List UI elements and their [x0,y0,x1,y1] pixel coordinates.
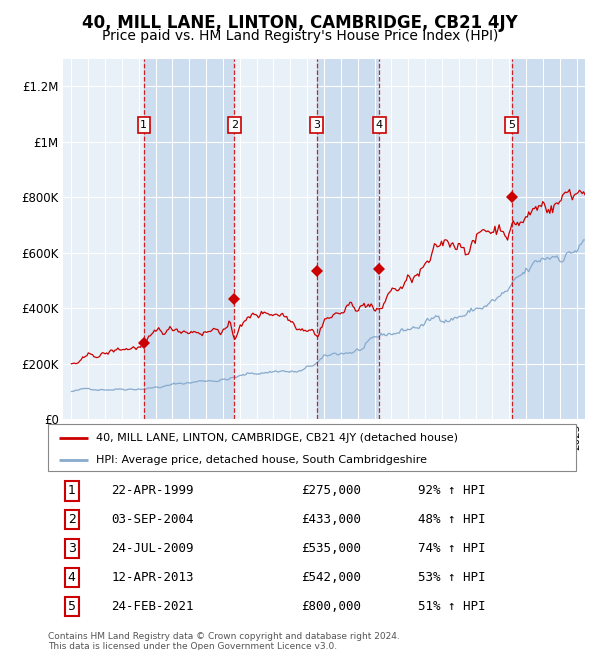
Text: 5: 5 [68,600,76,613]
Text: 4: 4 [68,571,76,584]
Text: 22-APR-1999: 22-APR-1999 [112,484,194,497]
Text: 92% ↑ HPI: 92% ↑ HPI [418,484,485,497]
FancyBboxPatch shape [48,424,576,471]
Text: 3: 3 [313,120,320,130]
Text: £800,000: £800,000 [301,600,361,613]
Text: 1: 1 [140,120,148,130]
Bar [63,58,144,419]
Text: 3: 3 [68,542,76,555]
Text: 5: 5 [508,120,515,130]
Bar [144,58,234,419]
Text: £433,000: £433,000 [301,514,361,526]
Bar [317,58,379,419]
Text: 40, MILL LANE, LINTON, CAMBRIDGE, CB21 4JY (detached house): 40, MILL LANE, LINTON, CAMBRIDGE, CB21 4… [95,432,458,443]
Text: 40, MILL LANE, LINTON, CAMBRIDGE, CB21 4JY: 40, MILL LANE, LINTON, CAMBRIDGE, CB21 4… [82,14,518,32]
Text: £535,000: £535,000 [301,542,361,555]
Text: Contains HM Land Registry data © Crown copyright and database right 2024.: Contains HM Land Registry data © Crown c… [48,632,400,641]
Bar [379,58,512,419]
Bar [234,58,317,419]
Text: Price paid vs. HM Land Registry's House Price Index (HPI): Price paid vs. HM Land Registry's House … [102,29,498,43]
Text: This data is licensed under the Open Government Licence v3.0.: This data is licensed under the Open Gov… [48,642,337,650]
Text: 24-JUL-2009: 24-JUL-2009 [112,542,194,555]
Text: 4: 4 [376,120,383,130]
Text: 2: 2 [68,514,76,526]
Bar [512,58,585,419]
Text: 03-SEP-2004: 03-SEP-2004 [112,514,194,526]
Text: 51% ↑ HPI: 51% ↑ HPI [418,600,485,613]
Text: 24-FEB-2021: 24-FEB-2021 [112,600,194,613]
Text: £542,000: £542,000 [301,571,361,584]
Text: 12-APR-2013: 12-APR-2013 [112,571,194,584]
Text: 74% ↑ HPI: 74% ↑ HPI [418,542,485,555]
Text: 53% ↑ HPI: 53% ↑ HPI [418,571,485,584]
Text: 1: 1 [68,484,76,497]
Text: 48% ↑ HPI: 48% ↑ HPI [418,514,485,526]
Text: 2: 2 [230,120,238,130]
Text: HPI: Average price, detached house, South Cambridgeshire: HPI: Average price, detached house, Sout… [95,454,427,465]
Text: £275,000: £275,000 [301,484,361,497]
